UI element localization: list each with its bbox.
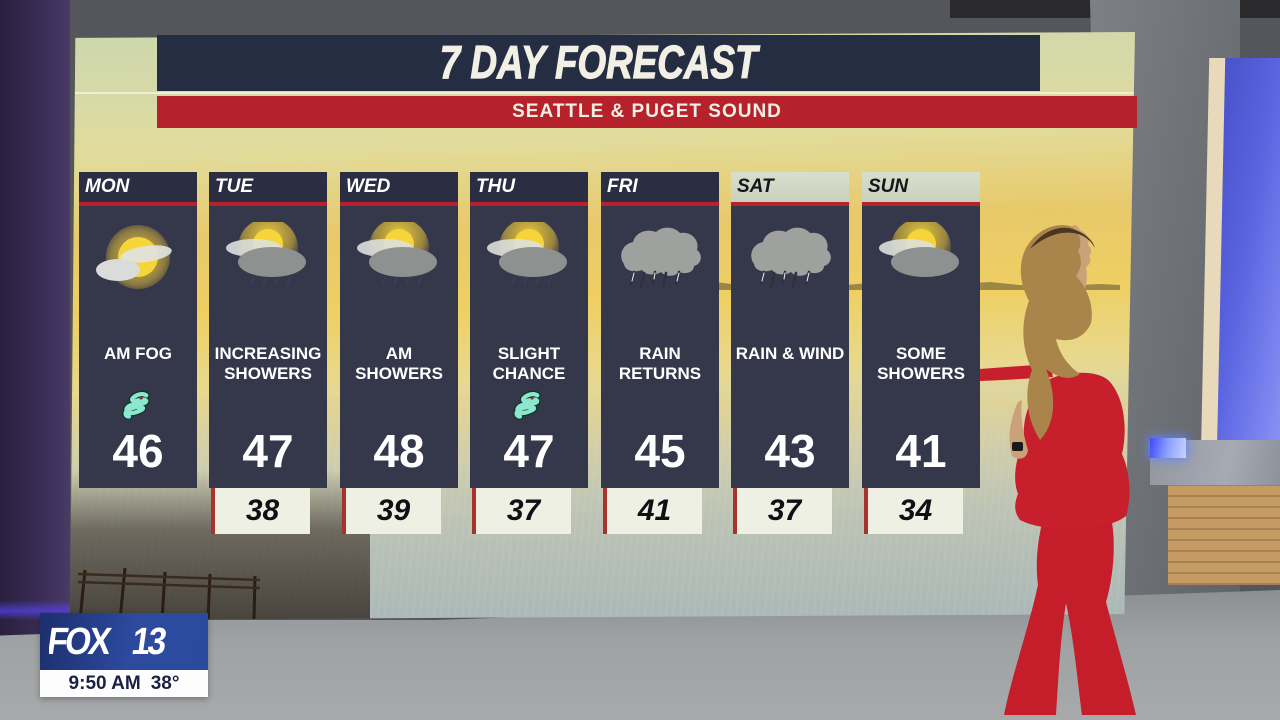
svg-text:13: 13 [129, 619, 169, 662]
svg-text:FOX: FOX [49, 619, 114, 662]
